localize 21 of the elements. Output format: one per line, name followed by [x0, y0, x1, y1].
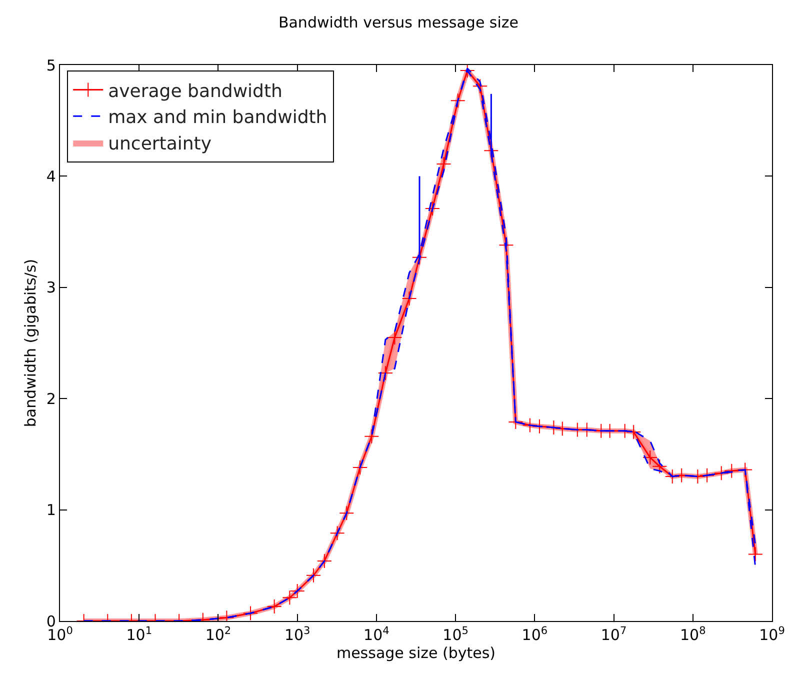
x-axis-title: message size (bytes) — [336, 644, 496, 662]
legend-label: average bandwidth — [108, 80, 282, 102]
x-tick-label: 10$^{1}$ — [126, 624, 152, 644]
chart-title: Bandwidth versus message size — [278, 13, 519, 32]
x-tick-label: 10$^{4}$ — [364, 624, 390, 644]
y-tick-label: 5 — [46, 56, 56, 74]
y-tick-label: 0 — [46, 612, 56, 630]
y-tick-label: 1 — [46, 501, 56, 520]
x-tick-label: 10$^{3}$ — [284, 624, 310, 644]
y-tick-label: 4 — [46, 167, 56, 186]
y-tick-label: 2 — [46, 390, 56, 408]
y-tick-label: 3 — [46, 278, 56, 297]
y-axis-title: bandwidth (gigabits/s) — [22, 258, 40, 428]
x-tick-label: 10$^{7}$ — [600, 624, 627, 644]
x-tick-label: 10$^{5}$ — [442, 624, 468, 644]
legend-label: max and min bandwidth — [108, 107, 328, 128]
x-tick-label: 10$^{9}$ — [759, 624, 785, 644]
legend-label: uncertainty — [108, 134, 212, 155]
x-tick-label: 10$^{2}$ — [205, 624, 232, 644]
x-tick-label: 10$^{8}$ — [680, 624, 706, 644]
x-tick-label: 10$^{6}$ — [522, 624, 548, 644]
